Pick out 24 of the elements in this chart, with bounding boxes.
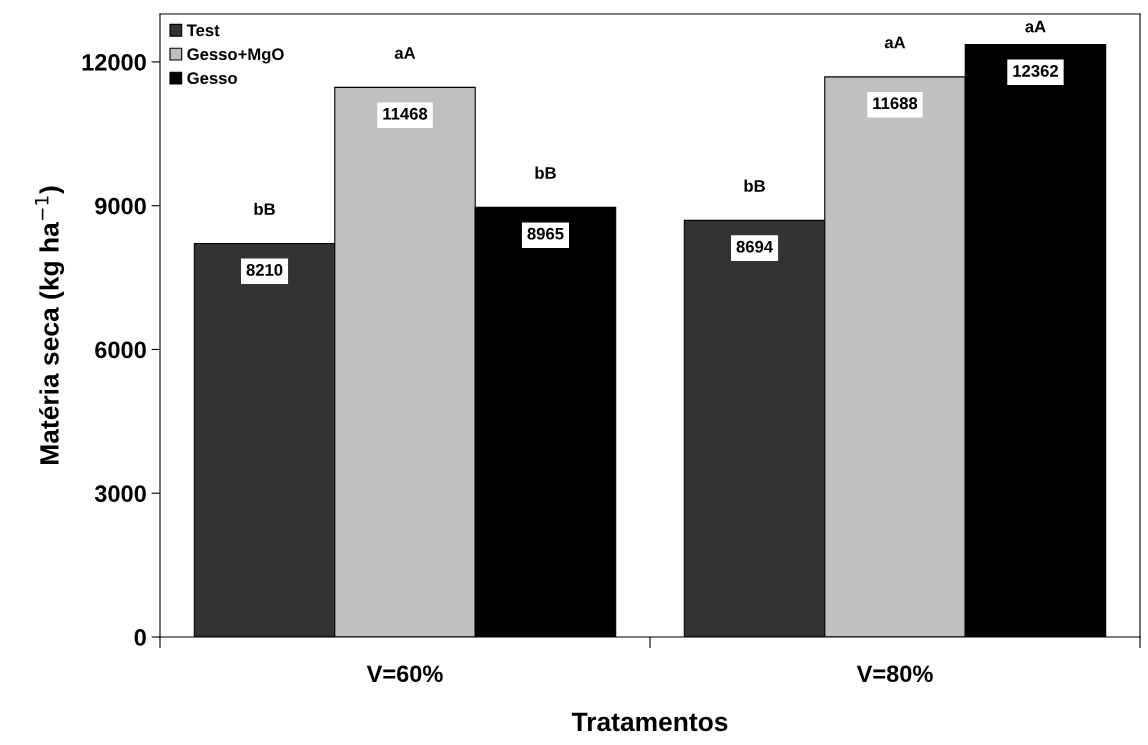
legend-label: Gesso [187,72,237,85]
x-tick-label: V=80% [856,665,933,683]
legend-label: Test [186,24,220,37]
annotation: aA [884,36,906,49]
x-tick-label: V=60% [366,665,443,683]
annotation: aA [394,47,416,59]
y-tick-label: 12000 [82,53,146,71]
y-tick-label: 6000 [95,341,146,359]
data-label: 8694 [736,240,773,253]
y-tick-label: 9000 [95,197,146,215]
data-label: 8965 [527,227,564,240]
annotation: bB [254,202,275,216]
data-label: 12362 [1013,65,1058,77]
annotation: aA [1025,20,1046,33]
y-tick-label: 0 [134,629,146,646]
data-label: 11688 [873,97,918,110]
legend-label: Gesso+MgO [187,48,284,64]
annotation: bB [535,166,556,179]
data-label: 8210 [246,264,283,276]
x-axis-title: Tratamentos [571,712,728,732]
y-tick-label: 3000 [94,485,146,503]
annotation: bB [744,179,765,192]
data-label: 11468 [383,107,428,120]
y-axis-title: Matéria seca (kg ha$^{−1}$) [34,186,65,464]
